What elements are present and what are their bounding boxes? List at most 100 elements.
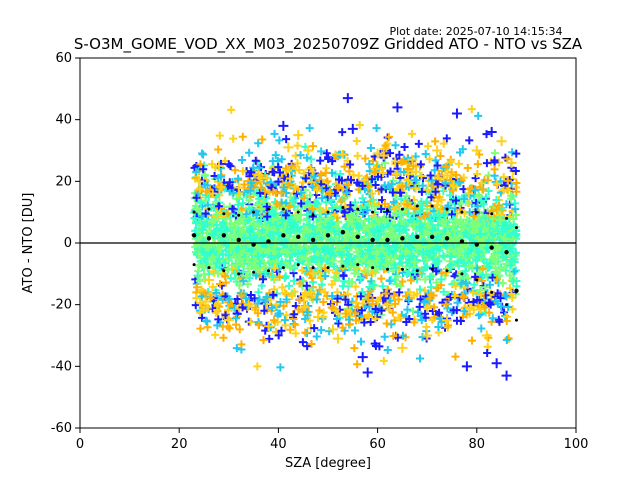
scatter-point [256, 215, 265, 224]
scatter-point [196, 198, 205, 207]
scatter-point [398, 277, 407, 286]
scatter-point [356, 273, 365, 282]
scatter-point [460, 307, 469, 316]
scatter-point [223, 315, 234, 326]
scatter-point [492, 205, 501, 214]
scatter-point [434, 323, 443, 332]
lower-std-point [341, 264, 345, 268]
scatter-point [252, 264, 261, 273]
scatter-point [208, 217, 217, 226]
scatter-point [201, 187, 210, 196]
lower-std-point [237, 272, 241, 276]
scatter-point [315, 285, 324, 294]
scatter-point [437, 195, 446, 204]
y-tick-label: 40 [55, 113, 72, 128]
scatter-point [254, 139, 263, 148]
scatter-point [467, 105, 476, 114]
scatter-point [352, 137, 361, 146]
scatter-point [373, 172, 382, 181]
scatter-point [272, 199, 281, 208]
lower-std-point [252, 270, 256, 274]
scatter-point [425, 294, 434, 303]
scatter-point [195, 276, 204, 285]
scatter-point [267, 252, 276, 261]
scatter-point [481, 193, 490, 202]
scatter-point [225, 178, 234, 187]
scatter-point [425, 155, 434, 164]
scatter-point [377, 274, 386, 283]
scatter-point [211, 330, 220, 339]
scatter-point [302, 173, 311, 182]
scatter-point [377, 205, 386, 214]
scatter-point [328, 256, 337, 265]
scatter-point [474, 252, 483, 261]
scatter-point [243, 280, 252, 289]
scatter-point [353, 247, 362, 256]
scatter-point [506, 261, 515, 270]
scatter-point [293, 141, 302, 150]
scatter-point [389, 249, 398, 258]
scatter-point [327, 280, 336, 289]
upper-std-point [341, 206, 345, 210]
scatter-point [379, 169, 388, 178]
scatter-point [420, 298, 429, 307]
scatter-point [461, 266, 470, 275]
scatter-point [297, 253, 306, 262]
scatter-point [259, 275, 268, 284]
scatter-point [371, 256, 380, 265]
mean-point [325, 233, 331, 238]
scatter-point [327, 244, 336, 253]
scatter-point [477, 179, 486, 188]
upper-std-point [237, 213, 241, 217]
scatter-point [355, 254, 364, 263]
scatter-point [316, 218, 325, 227]
scatter-point [423, 185, 432, 194]
scatter-point [216, 227, 225, 236]
scatter-point [363, 267, 372, 276]
scatter-point [269, 290, 278, 299]
scatter-point [246, 318, 255, 327]
scatter-point [223, 322, 232, 331]
lower-std-point [475, 278, 479, 282]
scatter-point [407, 154, 418, 165]
scatter-point [264, 223, 273, 232]
scatter-point [371, 181, 380, 190]
scatter-point [371, 168, 380, 177]
scatter-point [469, 251, 478, 260]
scatter-point [394, 295, 403, 304]
scatter-point [215, 263, 224, 272]
scatter-point [396, 188, 405, 197]
scatter-point [395, 227, 404, 236]
scatter-point [255, 222, 264, 231]
scatter-point [353, 178, 362, 187]
scatter-point [300, 246, 309, 255]
scatter-point [397, 158, 406, 167]
scatter-point [198, 149, 207, 158]
scatter-point [317, 326, 326, 335]
scatter-point [322, 198, 331, 207]
scatter-point [497, 302, 506, 311]
scatter-point [291, 320, 300, 329]
lower-std-point [356, 263, 360, 267]
scatter-point [345, 315, 354, 324]
scatter-point [270, 263, 279, 272]
scatter-point [280, 237, 289, 246]
scatter-point [254, 288, 263, 297]
scatter-point [252, 211, 261, 220]
scatter-point [465, 233, 474, 242]
scatter-point [274, 309, 283, 318]
scatter-point [219, 333, 228, 342]
scatter-point [410, 291, 419, 300]
scatter-point [297, 199, 306, 208]
scatter-point [429, 181, 438, 190]
scatter-point [331, 222, 340, 231]
scatter-point [278, 283, 287, 292]
scatter-point [334, 319, 343, 328]
scatter-point [365, 160, 374, 169]
scatter-point [326, 219, 335, 228]
scatter-point [234, 174, 243, 183]
mean-point [221, 233, 227, 238]
scatter-point [234, 200, 243, 209]
scatter-point [335, 175, 344, 184]
scatter-point [388, 188, 397, 197]
